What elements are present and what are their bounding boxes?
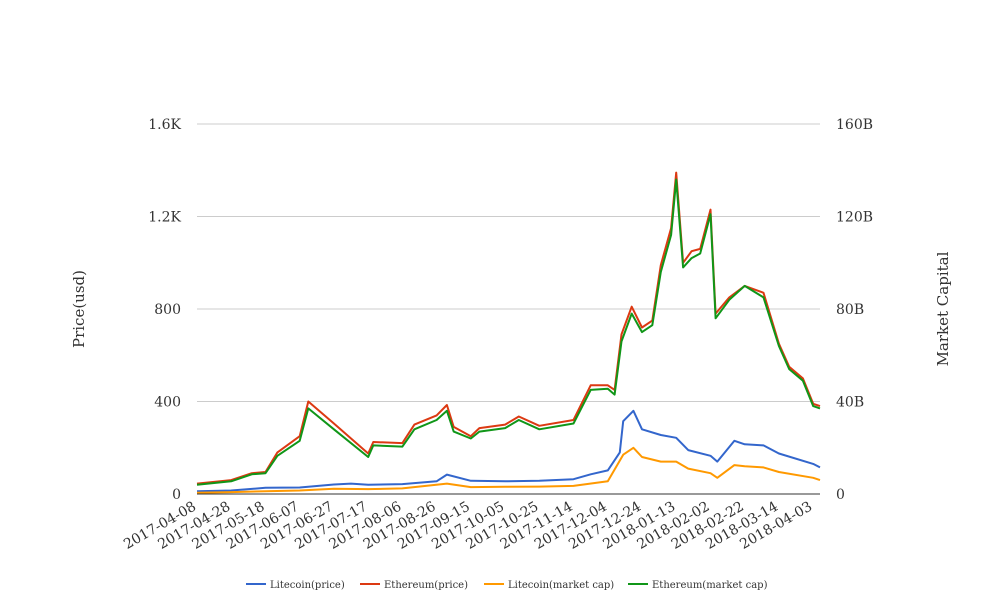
y-left-tick-label: 0 bbox=[172, 487, 181, 503]
series-line-litecoin-market-cap bbox=[196, 446, 821, 494]
y-right-tick-label: 40B bbox=[836, 395, 864, 411]
y-right-axis-ticks: 0 40B 80B 120B 160B bbox=[836, 117, 873, 503]
legend-item[interactable]: Ethereum(market cap) bbox=[628, 580, 768, 591]
y-right-axis-title: Market Capital bbox=[934, 251, 952, 366]
y-right-tick-label: 120B bbox=[836, 210, 873, 226]
gridlines bbox=[197, 123, 820, 402]
legend-item[interactable]: Ethereum(price) bbox=[360, 580, 468, 591]
x-axis-ticks: 2017-04-082017-04-282017-05-182017-06-07… bbox=[121, 499, 815, 553]
y-right-tick-label: 0 bbox=[836, 487, 845, 503]
y-right-tick-label: 80B bbox=[836, 302, 864, 318]
y-left-tick-label: 1.6K bbox=[148, 117, 181, 133]
legend-label: Litecoin(price) bbox=[270, 580, 345, 591]
y-left-tick-label: 400 bbox=[154, 395, 181, 411]
legend-label: Ethereum(price) bbox=[384, 580, 468, 591]
y-left-tick-label: 1.2K bbox=[148, 210, 181, 226]
y-left-axis-ticks: 0 400 800 1.2K 1.6K bbox=[148, 117, 181, 503]
legend-item[interactable]: Litecoin(market cap) bbox=[484, 580, 614, 591]
series-line-ethereum-price bbox=[196, 171, 821, 485]
series-line-ethereum-market-cap bbox=[196, 178, 821, 486]
y-left-tick-label: 800 bbox=[154, 302, 181, 318]
y-right-tick-label: 160B bbox=[836, 117, 873, 133]
legend-label: Ethereum(market cap) bbox=[652, 580, 768, 591]
legend: Litecoin(price) Ethereum(price) Litecoin(m… bbox=[246, 580, 768, 591]
series-lines bbox=[196, 171, 821, 494]
series-line-litecoin-price bbox=[196, 409, 821, 493]
legend-label: Litecoin(market cap) bbox=[508, 580, 614, 591]
y-left-axis-title: Price(usd) bbox=[70, 270, 88, 348]
legend-item[interactable]: Litecoin(price) bbox=[246, 580, 345, 591]
